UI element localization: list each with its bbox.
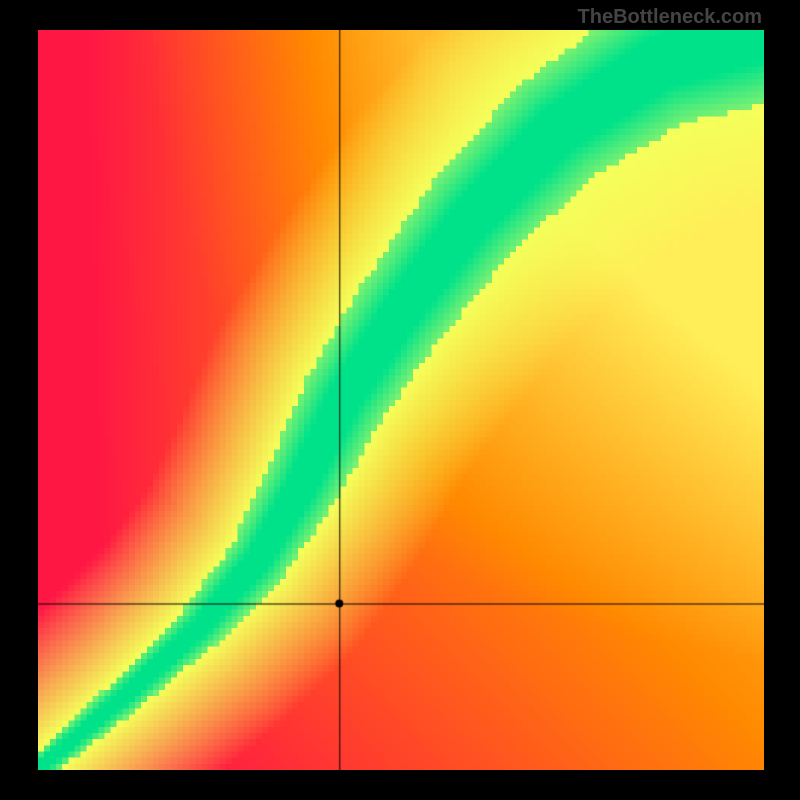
watermark-text: TheBottleneck.com	[578, 6, 762, 29]
crosshair-overlay	[38, 30, 764, 770]
chart-container: TheBottleneck.com	[0, 0, 800, 800]
